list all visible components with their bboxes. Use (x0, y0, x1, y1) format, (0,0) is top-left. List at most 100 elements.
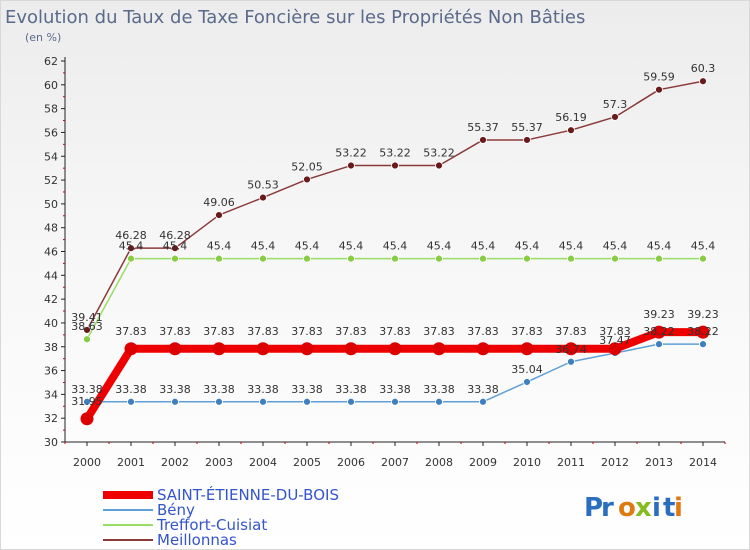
x-tick-label: 2008 (425, 456, 453, 469)
x-tick-label: 2004 (249, 456, 277, 469)
chart-title: Evolution du Taux de Taxe Foncière sur l… (5, 7, 585, 28)
data-label-beny: 38.22 (643, 325, 675, 338)
data-point-treffort-cuisiat (391, 254, 399, 263)
data-label-treffort-cuisiat: 45.4 (339, 240, 364, 253)
x-tick-label: 2001 (117, 456, 145, 469)
data-point-saint-etienne-du-bois (608, 342, 622, 356)
data-point-beny (127, 397, 135, 406)
data-point-beny (215, 397, 223, 406)
data-label-treffort-cuisiat: 45.4 (603, 240, 628, 253)
y-tick-label: 60 (44, 79, 58, 92)
data-point-meillonnas (347, 161, 355, 170)
data-label-saint-etienne-du-bois: 37.83 (555, 325, 587, 338)
x-tick-label: 2005 (293, 456, 321, 469)
data-point-treffort-cuisiat (303, 254, 311, 263)
y-tick-label: 50 (44, 198, 58, 211)
data-label-beny: 35.04 (511, 363, 543, 376)
x-tick-label: 2013 (645, 456, 673, 469)
x-tick-label: 2002 (161, 456, 189, 469)
data-point-beny (435, 397, 443, 406)
logo-letter: r (601, 493, 614, 523)
data-point-saint-etienne-du-bois (696, 325, 710, 339)
data-label-treffort-cuisiat: 45.4 (471, 240, 496, 253)
data-point-saint-etienne-du-bois (476, 342, 490, 356)
data-label-beny: 37.47 (599, 334, 631, 347)
data-point-saint-etienne-du-bois (564, 342, 578, 356)
x-tick-label: 2011 (557, 456, 585, 469)
data-point-treffort-cuisiat (127, 254, 135, 263)
data-point-saint-etienne-du-bois (212, 342, 226, 356)
data-label-beny: 33.38 (247, 383, 279, 396)
data-label-beny: 33.38 (291, 383, 323, 396)
data-label-treffort-cuisiat: 45.4 (251, 240, 276, 253)
x-tick-label: 2012 (601, 456, 629, 469)
data-label-saint-etienne-du-bois: 37.83 (335, 325, 367, 338)
data-point-saint-etienne-du-bois (388, 342, 402, 356)
y-tick-label: 62 (44, 55, 58, 68)
data-label-treffort-cuisiat: 45.4 (427, 240, 452, 253)
data-label-beny: 33.38 (115, 383, 147, 396)
data-point-treffort-cuisiat (347, 254, 355, 263)
x-tick-label: 2010 (513, 456, 541, 469)
data-label-saint-etienne-du-bois: 37.83 (291, 325, 323, 338)
data-point-saint-etienne-du-bois (168, 342, 182, 356)
data-point-meillonnas (391, 161, 399, 170)
legend-label: SAINT-ÉTIENNE-DU-BOIS (157, 485, 339, 504)
y-tick-label: 42 (44, 293, 58, 306)
x-tick-label: 2006 (337, 456, 365, 469)
data-point-treffort-cuisiat (655, 254, 663, 263)
logo-letter: P (584, 493, 603, 523)
data-point-meillonnas (303, 175, 311, 184)
data-point-saint-etienne-du-bois (432, 342, 446, 356)
data-label-meillonnas: 56.19 (555, 111, 587, 124)
data-label-saint-etienne-du-bois: 37.83 (511, 325, 543, 338)
proxiti-logo: Pr o x i ti (584, 493, 683, 523)
data-label-beny: 36.74 (555, 343, 587, 356)
data-label-beny: 33.38 (335, 383, 367, 396)
data-point-beny (391, 397, 399, 406)
data-point-beny (171, 397, 179, 406)
logo-letter: x (635, 493, 652, 523)
y-tick-label: 40 (44, 317, 58, 330)
data-point-beny (83, 397, 91, 406)
x-tick-label: 2009 (469, 456, 497, 469)
data-label-treffort-cuisiat: 45.4 (647, 240, 672, 253)
data-point-beny (655, 340, 663, 349)
data-label-beny: 38.22 (687, 325, 719, 338)
y-tick-label: 44 (44, 269, 58, 282)
legend-label: Meillonnas (157, 531, 237, 549)
legend-label: Treffort-Cuisiat (156, 516, 267, 534)
y-tick-label: 32 (44, 412, 58, 425)
data-point-saint-etienne-du-bois (80, 412, 94, 426)
data-point-treffort-cuisiat (523, 254, 531, 263)
x-tick-label: 2003 (205, 456, 233, 469)
data-point-beny (347, 397, 355, 406)
data-point-treffort-cuisiat (259, 254, 267, 263)
data-label-saint-etienne-du-bois: 37.83 (159, 325, 191, 338)
data-label-meillonnas: 55.37 (467, 121, 499, 134)
y-tick-label: 30 (44, 436, 58, 449)
data-point-treffort-cuisiat (171, 254, 179, 263)
logo-letter: i (652, 493, 661, 523)
logo-letter: i (674, 493, 683, 523)
data-point-meillonnas (435, 161, 443, 170)
data-label-meillonnas: 53.22 (335, 147, 367, 160)
data-label-saint-etienne-du-bois: 37.83 (203, 325, 235, 338)
data-label-treffort-cuisiat: 45.4 (163, 240, 188, 253)
data-point-treffort-cuisiat (567, 254, 575, 263)
y-tick-label: 52 (44, 174, 58, 187)
data-label-beny: 33.38 (423, 383, 455, 396)
data-label-meillonnas: 57.3 (603, 98, 628, 111)
data-label-treffort-cuisiat: 45.4 (295, 240, 320, 253)
data-point-meillonnas (611, 113, 619, 121)
data-label-meillonnas: 55.37 (511, 121, 543, 134)
data-label-meillonnas: 49.06 (203, 196, 235, 209)
data-label-treffort-cuisiat: 45.4 (207, 240, 232, 253)
y-tick-label: 46 (44, 246, 58, 259)
data-label-saint-etienne-du-bois: 39.23 (643, 308, 675, 321)
data-point-saint-etienne-du-bois (344, 342, 358, 356)
y-tick-label: 58 (44, 103, 58, 116)
data-label-meillonnas: 53.22 (379, 147, 411, 160)
data-label-treffort-cuisiat: 45.4 (119, 240, 144, 253)
